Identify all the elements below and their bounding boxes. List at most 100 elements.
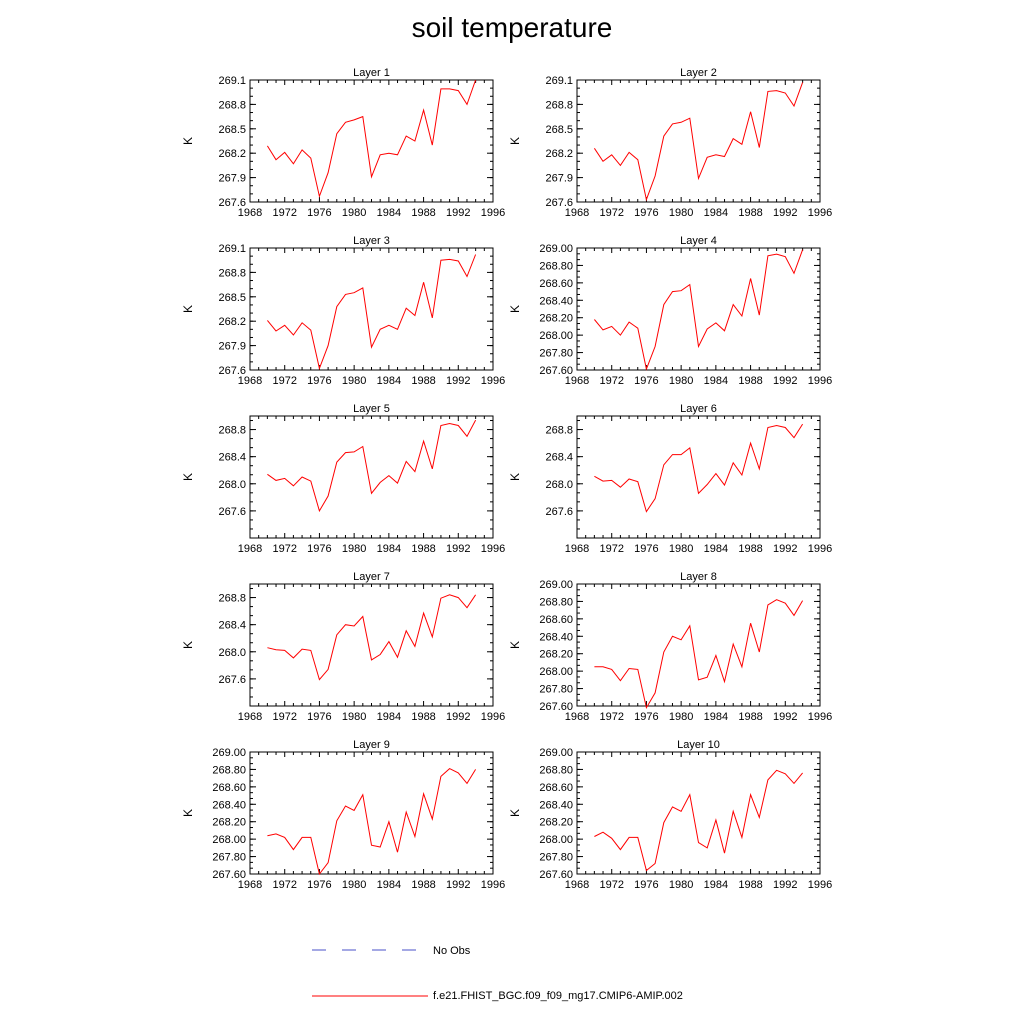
x-tick-label: 1972 (272, 375, 296, 387)
chart-panel-6: Layer 6 K 1968 1972 1976 1980 1984 1988 1992 1996… (508, 403, 832, 555)
x-tick-label: 1980 (342, 207, 366, 219)
y-tick-label: 268.00 (539, 330, 573, 342)
y-tick-label: 269.1 (218, 75, 246, 87)
y-tick-label: 267.6 (218, 365, 246, 377)
x-tick-label: 1976 (634, 711, 658, 723)
series-line-1 (267, 419, 477, 513)
y-tick-label: 269.00 (539, 747, 573, 759)
x-tick-label: 1992 (773, 711, 797, 723)
x-tick-label: 1992 (773, 375, 797, 387)
x-tick-label: 1988 (738, 543, 762, 555)
x-tick-label: 1996 (808, 543, 832, 555)
chart-panel-2: Layer 2 K 1968 1972 1976 1980 1984 1988 1992 1996… (508, 67, 832, 219)
x-tick-label: 1996 (481, 543, 505, 555)
y-tick-label: 268.80 (539, 260, 573, 272)
y-tick-label: 268.4 (218, 620, 246, 632)
chart-panel-10: Layer 10 K 1968 1972 1976 1980 1984 1988 1992 199… (508, 739, 832, 891)
y-tick-label: 268.80 (539, 764, 573, 776)
chart-panel-9: Layer 9 K 1968 1972 1976 1980 1984 1988 1992 1996… (181, 739, 505, 891)
series-line-1 (266, 79, 477, 199)
x-tick-label: 1988 (738, 375, 762, 387)
x-tick-label: 1988 (738, 879, 762, 891)
y-tick-label: 267.80 (539, 348, 573, 360)
series-line-1 (267, 768, 477, 876)
legend-label-no-obs: No Obs (433, 945, 471, 957)
x-tick-label: 1984 (704, 543, 728, 555)
y-tick-label: 268.2 (218, 148, 246, 160)
x-tick-label: 1968 (238, 207, 262, 219)
y-tick-label: 267.9 (218, 341, 246, 353)
x-tick-label: 1980 (342, 879, 366, 891)
y-axis-label: K (181, 137, 195, 145)
x-tick-label: 1972 (272, 711, 296, 723)
y-tick-label: 268.4 (545, 452, 573, 464)
y-tick-label: 268.5 (218, 124, 246, 136)
x-tick-label: 1972 (272, 207, 296, 219)
y-tick-label: 268.0 (545, 479, 573, 491)
x-tick-label: 1980 (669, 543, 693, 555)
y-tick-label: 268.40 (539, 799, 573, 811)
x-tick-label: 1984 (704, 711, 728, 723)
y-axis-label: K (508, 473, 522, 481)
x-tick-label: 1968 (565, 879, 589, 891)
y-tick-label: 268.5 (545, 124, 573, 136)
x-tick-label: 1984 (377, 207, 401, 219)
chart-panel-5: Layer 5 K 1968 1972 1976 1980 1984 1988 1992 1996… (181, 403, 505, 555)
y-tick-label: 269.00 (212, 747, 246, 759)
x-tick-label: 1976 (634, 879, 658, 891)
y-tick-label: 268.00 (539, 834, 573, 846)
x-tick-label: 1988 (411, 207, 435, 219)
x-tick-label: 1976 (307, 711, 331, 723)
x-tick-label: 1968 (238, 879, 262, 891)
series-line-1 (594, 769, 803, 872)
series-line-1 (593, 82, 804, 202)
chart-title: Layer 10 (677, 739, 720, 751)
y-tick-label: 268.8 (218, 425, 246, 437)
series-line-1 (267, 254, 477, 371)
y-tick-label: 268.0 (218, 479, 246, 491)
x-tick-label: 1980 (669, 207, 693, 219)
x-tick-label: 1984 (704, 375, 728, 387)
y-tick-label: 267.6 (545, 506, 573, 518)
x-tick-label: 1984 (377, 711, 401, 723)
chart-title: Layer 6 (680, 403, 717, 415)
y-tick-label: 268.20 (539, 649, 573, 661)
x-tick-label: 1984 (704, 879, 728, 891)
x-tick-label: 1988 (738, 207, 762, 219)
chart-title: Layer 5 (353, 403, 390, 415)
y-tick-label: 268.0 (218, 647, 246, 659)
x-tick-label: 1972 (599, 207, 623, 219)
y-tick-label: 268.8 (545, 99, 573, 111)
y-tick-label: 268.5 (218, 292, 246, 304)
y-tick-label: 268.8 (218, 267, 246, 279)
chart-title: Layer 1 (353, 67, 390, 79)
y-tick-label: 268.8 (218, 99, 246, 111)
chart-panel-4: Layer 4 K 1968 1972 1976 1980 1984 1988 1992 1996… (508, 235, 832, 387)
x-tick-label: 1992 (773, 879, 797, 891)
y-tick-label: 268.4 (218, 452, 246, 464)
y-axis-label: K (181, 641, 195, 649)
x-tick-label: 1980 (669, 879, 693, 891)
y-tick-label: 267.80 (539, 684, 573, 696)
x-tick-label: 1984 (377, 375, 401, 387)
x-tick-label: 1976 (307, 879, 331, 891)
x-tick-label: 1976 (634, 543, 658, 555)
x-tick-label: 1988 (738, 711, 762, 723)
y-axis-label: K (508, 137, 522, 145)
x-tick-label: 1976 (307, 375, 331, 387)
y-tick-label: 269.00 (539, 579, 573, 591)
chart-panel-3: Layer 3 K 1968 1972 1976 1980 1984 1988 1992 1996… (181, 235, 505, 387)
y-tick-label: 267.6 (545, 197, 573, 209)
y-axis-label: K (181, 473, 195, 481)
x-tick-label: 1988 (411, 543, 435, 555)
series-line-1 (267, 594, 477, 681)
y-tick-label: 268.60 (539, 278, 573, 290)
y-tick-label: 267.6 (218, 674, 246, 686)
chart-title: Layer 9 (353, 739, 390, 751)
y-tick-label: 268.2 (218, 316, 246, 328)
x-tick-label: 1984 (704, 207, 728, 219)
y-tick-label: 268.40 (539, 295, 573, 307)
x-tick-label: 1968 (565, 207, 589, 219)
page-title: soil temperature (411, 12, 613, 43)
x-tick-label: 1996 (808, 711, 832, 723)
